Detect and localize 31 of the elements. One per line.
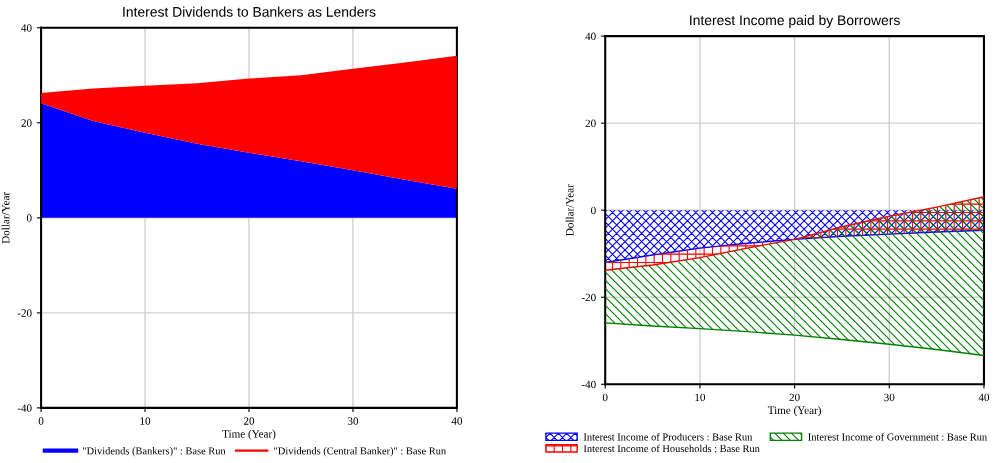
x-tick-label: 40 [978,393,990,402]
legend-label: Interest Income of Producers : Base Run [583,433,753,441]
x-tick-label: 20 [789,393,800,402]
legend-label: "Dividends (Central Banker)" : Base Run [274,447,446,457]
y-tick-label: -40 [581,380,596,389]
y-tick-label: -40 [17,404,32,412]
x-tick-label: 20 [243,417,255,425]
y-tick-label: 0 [26,214,32,222]
x-axis-title: Time (Year) [767,406,821,417]
chart-title: Interest Dividends to Bankers as Lenders [123,6,376,17]
x-tick-label: 30 [884,393,895,402]
y-axis-title: Dollar/Year [1,191,10,244]
x-tick-label: 40 [451,417,463,425]
x-tick-label: 10 [140,417,151,425]
y-tick-label: -20 [17,309,32,317]
x-axis-title: Time (Year) [222,429,276,440]
y-tick-label: -20 [581,293,596,302]
y-tick-label: 40 [585,32,596,41]
legend-label: Interest Income of Government : Base Run [808,433,987,441]
x-tick-label: 0 [602,393,608,402]
y-tick-label: 20 [21,119,32,127]
x-tick-label: 10 [695,393,706,402]
y-tick-label: 40 [21,24,32,32]
x-tick-label: 0 [38,417,44,425]
chart-title: Interest Income paid by Borrowers [690,14,900,28]
y-axis-title: Dollar/Year [565,184,574,236]
legend-label: "Dividends (Bankers)" : Base Run [83,447,226,457]
y-tick-label: 0 [591,206,596,215]
x-tick-label: 30 [347,417,359,425]
legend-label: Interest Income of Households : Base Run [583,444,760,453]
y-tick-label: 20 [585,119,596,128]
